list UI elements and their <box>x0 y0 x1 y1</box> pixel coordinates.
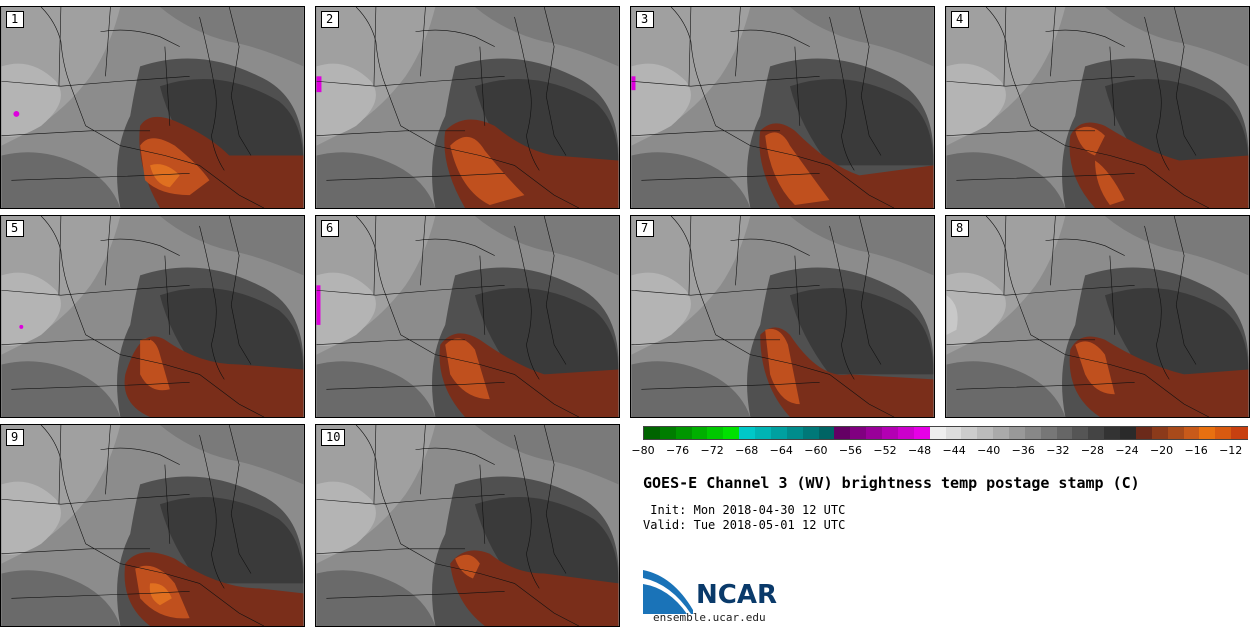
colorbar-segment <box>770 427 788 439</box>
panel-number: 8 <box>951 220 969 237</box>
colorbar-segment <box>882 427 899 439</box>
postage-stamp-panel-10[interactable]: 10 <box>315 424 620 627</box>
colorbar-segment <box>1135 427 1153 439</box>
postage-stamp-panel-8[interactable]: 8 <box>945 215 1250 418</box>
panel-number: 9 <box>6 429 24 446</box>
ncar-logo[interactable]: NCAR ensemble.ucar.edu <box>643 568 793 626</box>
colorbar-segment <box>1167 427 1185 439</box>
colorbar-segment <box>1024 427 1042 439</box>
postage-stamp-panel-7[interactable]: 7 <box>630 215 935 418</box>
colorbar-segment <box>897 427 915 439</box>
colorbar-segment <box>961 427 978 439</box>
valid-time-line: Valid: Tue 2018-05-01 12 UTC <box>643 518 845 532</box>
colorbar-segment <box>1151 427 1169 439</box>
colorbar <box>643 426 1248 440</box>
colorbar-segment <box>945 427 962 439</box>
postage-stamp-panel-3[interactable]: 3 <box>630 6 935 209</box>
colorbar-segment <box>739 427 756 439</box>
water-vapor-map <box>1 425 304 626</box>
postage-stamp-panel-6[interactable]: 6 <box>315 215 620 418</box>
logo-url[interactable]: ensemble.ucar.edu <box>653 611 766 624</box>
panel-number: 2 <box>321 11 339 28</box>
water-vapor-map <box>316 425 619 626</box>
colorbar-segment <box>659 427 677 439</box>
water-vapor-map <box>316 7 619 208</box>
colorbar-segment <box>1183 427 1200 439</box>
panel-number: 5 <box>6 220 24 237</box>
colorbar-segment <box>1120 427 1137 439</box>
colorbar-segment <box>850 427 867 439</box>
water-vapor-map <box>1 216 304 417</box>
panel-number: 3 <box>636 11 654 28</box>
colorbar-segment <box>1215 427 1232 439</box>
colorbar-segment <box>866 427 883 439</box>
colorbar-tick-label: −64 <box>769 444 793 457</box>
water-vapor-map <box>631 7 934 208</box>
colorbar-segment <box>1056 427 1074 439</box>
water-vapor-map <box>1 7 304 208</box>
colorbar-tick-label: −24 <box>1115 444 1139 457</box>
colorbar-tick-label: −28 <box>1080 444 1105 457</box>
colorbar-segment <box>929 427 947 439</box>
water-vapor-map <box>631 216 934 417</box>
postage-stamp-panel-2[interactable]: 2 <box>315 6 620 209</box>
colorbar-tick-label: −40 <box>977 444 1001 457</box>
colorbar-tick-label: −12 <box>1219 444 1243 457</box>
colorbar-segment <box>818 427 835 439</box>
water-vapor-map <box>316 216 619 417</box>
ncar-logo-text: NCAR <box>696 580 777 610</box>
panel-number: 1 <box>6 11 24 28</box>
colorbar-tick-label: −52 <box>873 444 897 457</box>
valid-label: Valid: <box>643 518 687 532</box>
colorbar-tick-label: −48 <box>907 444 932 457</box>
init-label: Init: <box>643 503 687 517</box>
colorbar-tick-label: −72 <box>700 444 724 457</box>
ncar-swoosh-icon <box>643 570 693 614</box>
colorbar-tick-labels: −80 −76 −72 −68 −64 −60 −56 −52 −48 −44 −40 −36 −32−… <box>0 444 1260 458</box>
panel-number: 10 <box>321 429 346 446</box>
figure-title: GOES-E Channel 3 (WV) brightness temp po… <box>643 474 1140 492</box>
colorbar-tick-label: −16 <box>1184 444 1208 457</box>
colorbar-segment <box>644 427 661 439</box>
water-vapor-map <box>946 7 1249 208</box>
colorbar-segment <box>723 427 740 439</box>
colorbar-segment <box>834 427 851 439</box>
colorbar-tick-label: −60 <box>804 444 828 457</box>
colorbar-segment <box>1072 427 1089 439</box>
colorbar-tick-label: −20 <box>1149 444 1174 457</box>
postage-stamp-panel-1[interactable]: 1 <box>0 6 305 209</box>
panel-number: 6 <box>321 220 339 237</box>
postage-stamp-panel-9[interactable]: 9 <box>0 424 305 627</box>
colorbar-segment <box>691 427 709 439</box>
colorbar-tick-label: −80 <box>631 444 655 457</box>
colorbar-segment <box>802 427 820 439</box>
panel-number: 4 <box>951 11 969 28</box>
colorbar-segment <box>1008 427 1026 439</box>
colorbar-tick-label: −56 <box>838 444 863 457</box>
colorbar-segment <box>1231 427 1248 439</box>
colorbar-segment <box>913 427 931 439</box>
colorbar-segment <box>1040 427 1058 439</box>
colorbar-segment <box>993 427 1010 439</box>
postage-stamp-panel-5[interactable]: 5 <box>0 215 305 418</box>
colorbar-tick-label: −36 <box>1011 444 1035 457</box>
colorbar-segment <box>1088 427 1105 439</box>
colorbar-tick-label: −44 <box>942 444 966 457</box>
colorbar-segment <box>786 427 804 439</box>
init-time-line: Init: Mon 2018-04-30 12 UTC <box>643 503 845 517</box>
water-vapor-map <box>946 216 1249 417</box>
colorbar-segment <box>977 427 994 439</box>
colorbar-segment <box>755 427 772 439</box>
postage-stamp-panel-4[interactable]: 4 <box>945 6 1250 209</box>
colorbar-segment <box>675 427 693 439</box>
panel-number: 7 <box>636 220 654 237</box>
colorbar-segment <box>1199 427 1216 439</box>
colorbar-tick-label: −32 <box>1046 444 1070 457</box>
valid-value: Tue 2018-05-01 12 UTC <box>693 518 846 532</box>
colorbar-segment <box>707 427 724 439</box>
colorbar-tick-label: −76 <box>665 444 690 457</box>
colorbar-segment <box>1104 427 1121 439</box>
colorbar-tick-label: −68 <box>735 444 759 457</box>
init-value: Mon 2018-04-30 12 UTC <box>693 503 846 517</box>
